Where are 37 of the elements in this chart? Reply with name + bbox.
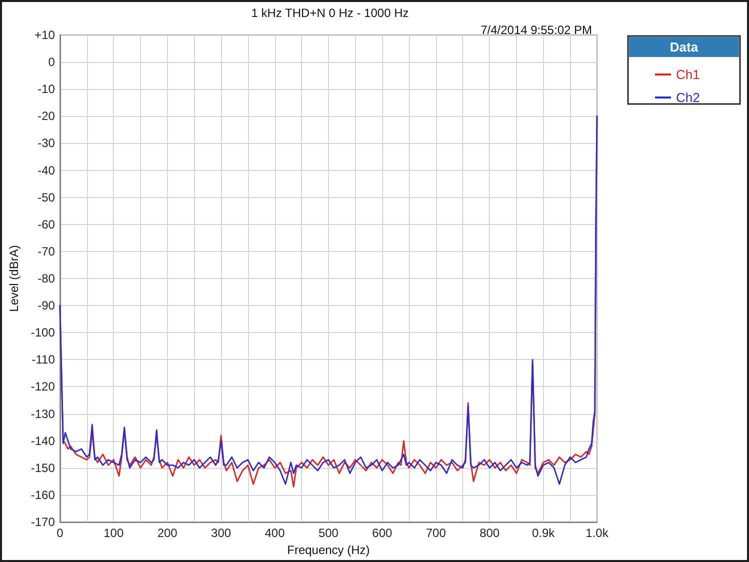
y-tick-label: 0 (48, 55, 56, 70)
y-tick-label: -100 (30, 326, 56, 340)
x-tick-label: 200 (157, 526, 178, 540)
legend-label: Ch2 (676, 90, 700, 105)
x-tick-label: 500 (318, 526, 339, 540)
legend-label: Ch1 (676, 67, 700, 82)
y-tick-label: -60 (38, 217, 56, 232)
y-tick-label: -120 (30, 380, 56, 394)
y-tick-label: -90 (38, 298, 56, 313)
y-tick-label: -20 (38, 109, 56, 124)
y-tick-label: -150 (30, 460, 56, 475)
x-tick-label: 300 (211, 526, 232, 540)
y-tick-label: -160 (30, 488, 56, 502)
x-tick-label: 600 (372, 526, 392, 540)
y-tick-label: -140 (30, 434, 56, 448)
y-tick-label: -50 (38, 190, 56, 204)
x-tick-label: 0.9k (532, 526, 556, 540)
y-tick-label: -110 (32, 352, 56, 367)
x-tick-label: 700 (426, 526, 446, 540)
y-tick-label: -30 (38, 136, 56, 150)
chart-subtitle: 7/4/2014 9:55:02 PM (480, 23, 592, 37)
chart-title: 1 kHz THD+N 0 Hz - 1000 Hz (251, 6, 409, 20)
y-tick-label: -40 (38, 163, 56, 178)
y-axis-title: Level (dBrA) (7, 245, 21, 312)
x-tick-label: 0 (56, 526, 64, 540)
x-axis-title: Frequency (Hz) (287, 543, 370, 557)
x-tick-label: 100 (104, 526, 124, 540)
x-tick-label: 1.0k (586, 526, 610, 540)
y-tick-label: -130 (30, 406, 56, 421)
x-tick-label: 800 (480, 526, 500, 540)
y-tick-label: -80 (38, 272, 56, 286)
legend-title: Data (670, 40, 699, 54)
y-tick-label: -70 (38, 244, 56, 258)
x-tick-label: 400 (264, 526, 286, 540)
y-tick-label: -170 (30, 515, 56, 529)
y-tick-label: +10 (34, 28, 56, 42)
y-tick-label: -10 (38, 82, 56, 96)
